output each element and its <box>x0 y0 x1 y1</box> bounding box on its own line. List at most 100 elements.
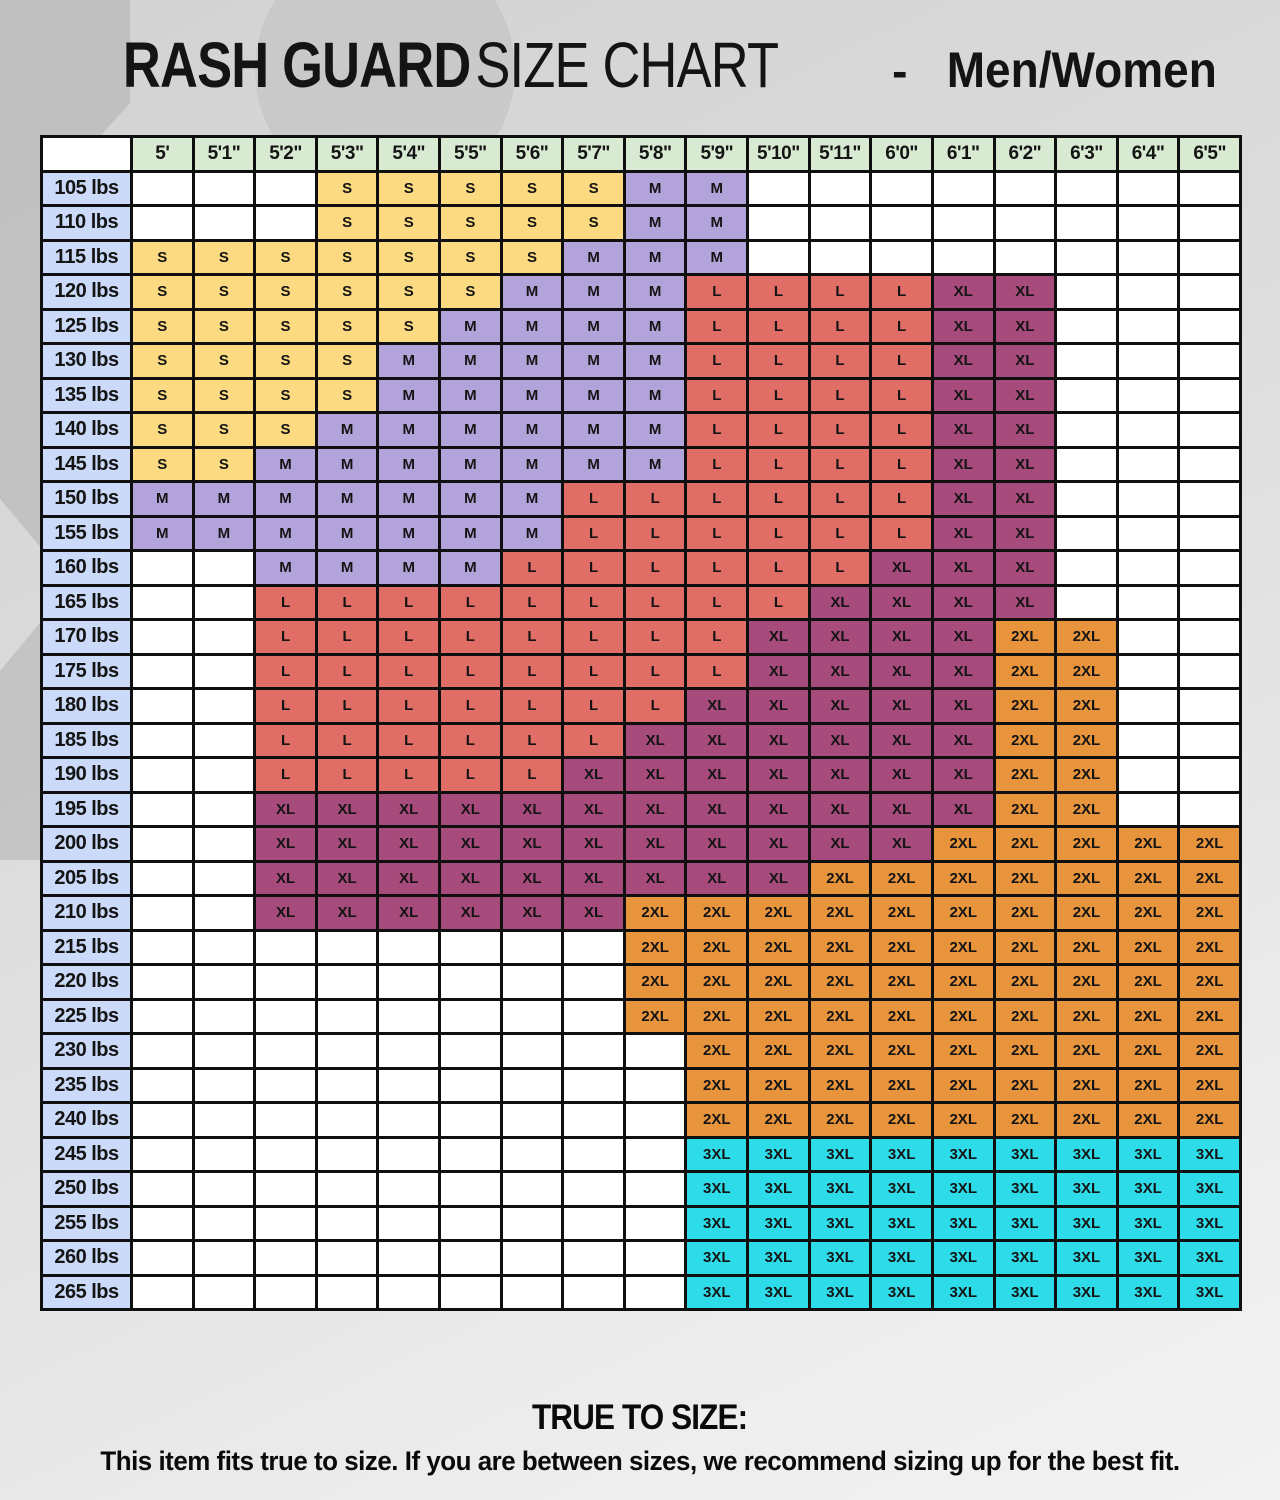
table-row: 265 lbs 3XL 3XL 3XL 3XL 3XL 3XL 3XL 3XL 3XL <box>40 1273 1242 1311</box>
size-cell: XL <box>930 342 996 380</box>
size-cell: XL <box>376 859 442 897</box>
size-cell: 2XL <box>992 652 1058 690</box>
size-cell: XL <box>746 687 811 725</box>
table-row: 215 lbs 2XL 2XL 2XL 2XL 2XL 2XL 2XL 2XL 2XL 2XL <box>40 928 1242 966</box>
weight-cell: 265 lbs <box>40 1273 133 1311</box>
footer-heading: TRUE TO SIZE: <box>532 1398 748 1437</box>
size-cell: XL <box>314 790 380 828</box>
size-cell: XL <box>807 756 873 794</box>
table-row: 155 lbs M M M M M M M L L L L L L XL XL <box>40 514 1242 552</box>
size-cell: XL <box>561 756 626 794</box>
size-cell: M <box>314 549 380 587</box>
size-cell: 2XL <box>992 928 1058 966</box>
height-header-cell: 5'2" <box>253 135 318 173</box>
size-cell: L <box>376 583 442 621</box>
size-cell: 2XL <box>1054 1032 1119 1070</box>
table-row: 260 lbs 3XL 3XL 3XL 3XL 3XL 3XL 3XL 3XL 3XL <box>40 1239 1242 1277</box>
size-cell: S <box>376 307 442 345</box>
empty-cell <box>807 169 873 207</box>
empty-cell <box>807 204 873 242</box>
size-cell: S <box>130 376 195 414</box>
size-cell: M <box>191 480 257 518</box>
size-cell: XL <box>561 825 626 863</box>
size-cell: L <box>561 514 626 552</box>
empty-cell <box>1054 204 1119 242</box>
empty-cell <box>622 1273 688 1311</box>
height-header-cell: 6'2" <box>992 135 1058 173</box>
size-cell: M <box>438 342 503 380</box>
size-cell: L <box>314 721 380 759</box>
size-cell: XL <box>376 825 442 863</box>
size-cell: M <box>314 514 380 552</box>
height-header-cell: 6'4" <box>1115 135 1181 173</box>
size-cell: S <box>314 307 380 345</box>
table-row: 170 lbs L L L L L L L L XL XL XL XL 2XL 2XL <box>40 618 1242 656</box>
size-cell: 3XL <box>684 1135 750 1173</box>
size-cell: XL <box>807 618 873 656</box>
empty-cell <box>191 928 257 966</box>
empty-cell <box>869 238 934 276</box>
size-cell: XL <box>930 514 996 552</box>
empty-cell <box>253 997 318 1035</box>
size-cell: 3XL <box>869 1204 934 1242</box>
size-cell: M <box>684 238 750 276</box>
empty-cell <box>1054 169 1119 207</box>
size-cell: XL <box>746 721 811 759</box>
size-cell: L <box>684 273 750 311</box>
table-row: 135 lbs S S S S M M M M M L L L L XL XL <box>40 376 1242 414</box>
weight-cell: 220 lbs <box>40 963 133 1001</box>
table-row: 175 lbs L L L L L L L L XL XL XL XL 2XL 2XL <box>40 652 1242 690</box>
empty-cell <box>314 1032 380 1070</box>
size-cell: XL <box>992 583 1058 621</box>
size-cell: L <box>746 583 811 621</box>
empty-cell <box>1115 238 1181 276</box>
weight-cell: 260 lbs <box>40 1239 133 1277</box>
size-cell: L <box>684 652 750 690</box>
size-cell: S <box>130 273 195 311</box>
size-cell: 2XL <box>1177 928 1242 966</box>
empty-cell <box>1054 549 1119 587</box>
size-cell: M <box>253 514 318 552</box>
size-cell: L <box>746 342 811 380</box>
size-cell: 2XL <box>992 894 1058 932</box>
weight-cell: 155 lbs <box>40 514 133 552</box>
empty-cell <box>253 963 318 1001</box>
title-main: RASH GUARDSIZE CHART <box>123 28 779 102</box>
size-cell: S <box>438 204 503 242</box>
empty-cell <box>1115 307 1181 345</box>
size-cell: S <box>130 342 195 380</box>
size-cell: XL <box>314 825 380 863</box>
size-cell: L <box>376 721 442 759</box>
size-cell: 2XL <box>1177 1032 1242 1070</box>
size-cell: M <box>438 445 503 483</box>
empty-cell <box>1115 549 1181 587</box>
size-cell: 2XL <box>622 963 688 1001</box>
weight-cell: 150 lbs <box>40 480 133 518</box>
empty-cell <box>1177 342 1242 380</box>
size-cell: L <box>561 480 626 518</box>
size-cell: 2XL <box>622 997 688 1035</box>
empty-cell <box>992 169 1058 207</box>
size-cell: 2XL <box>746 1066 811 1104</box>
size-cell: XL <box>930 687 996 725</box>
size-cell: L <box>253 756 318 794</box>
size-cell: S <box>253 238 318 276</box>
size-cell: S <box>376 204 442 242</box>
empty-cell <box>561 928 626 966</box>
size-cell: S <box>130 238 195 276</box>
size-cell: 2XL <box>1177 1066 1242 1104</box>
empty-cell <box>191 652 257 690</box>
size-cell: XL <box>869 790 934 828</box>
size-cell: XL <box>869 549 934 587</box>
size-cell: XL <box>746 618 811 656</box>
empty-cell <box>253 204 318 242</box>
size-cell: M <box>438 307 503 345</box>
empty-cell <box>1177 583 1242 621</box>
size-cell: M <box>499 307 565 345</box>
empty-cell <box>438 1273 503 1311</box>
size-cell: S <box>253 411 318 449</box>
empty-cell <box>130 687 195 725</box>
size-cell: 2XL <box>1054 1066 1119 1104</box>
corner-cell <box>40 135 133 173</box>
empty-cell <box>438 1239 503 1277</box>
